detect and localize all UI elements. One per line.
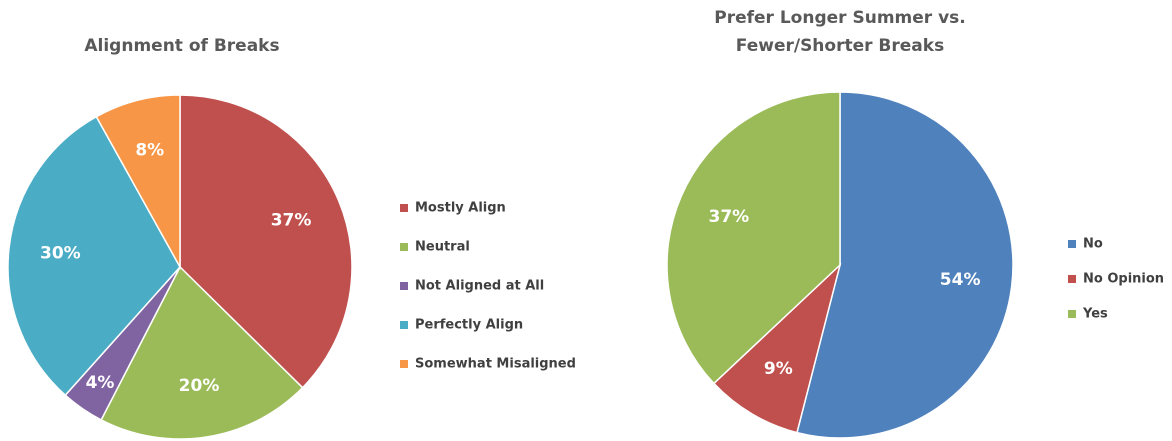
- legend-swatch: [400, 282, 408, 290]
- data-label: 54%: [940, 270, 981, 290]
- data-label: 37%: [709, 207, 750, 227]
- pie-slice: [100, 265, 304, 440]
- legend-label: Neutral: [415, 240, 470, 255]
- legend-label: Perfectly Align: [415, 318, 523, 333]
- pie-slice: [712, 262, 842, 434]
- legend-swatch: [1068, 275, 1076, 283]
- chart-title: Fewer/Shorter Breaks: [736, 36, 944, 56]
- legend-label: Not Aligned at All: [415, 279, 544, 294]
- pie-slice: [95, 94, 181, 270]
- data-label: 20%: [179, 376, 220, 396]
- legend-label: No: [1083, 237, 1103, 252]
- legend-swatch: [400, 243, 408, 251]
- legend-label: No Opinion: [1083, 272, 1164, 287]
- data-label: 37%: [271, 210, 312, 230]
- pie-slice: [7, 115, 181, 397]
- legend-swatch: [400, 204, 408, 212]
- pie-slice: [179, 94, 353, 389]
- legend-swatch: [400, 321, 408, 329]
- legend-label: Yes: [1082, 307, 1108, 322]
- data-label: 8%: [135, 140, 164, 160]
- legend-swatch: [400, 360, 408, 368]
- legend-label: Somewhat Misaligned: [415, 357, 576, 372]
- pie-slice: [666, 91, 841, 385]
- data-label: 9%: [764, 359, 793, 379]
- data-label: 30%: [40, 244, 81, 264]
- legend-swatch: [1068, 240, 1076, 248]
- legend-swatch: [1068, 310, 1076, 318]
- data-label: 4%: [86, 373, 115, 393]
- chart-title: Alignment of Breaks: [84, 36, 279, 56]
- pie-slice: [796, 91, 1014, 439]
- chart-title: Prefer Longer Summer vs.: [714, 8, 965, 28]
- legend-label: Mostly Align: [415, 201, 506, 216]
